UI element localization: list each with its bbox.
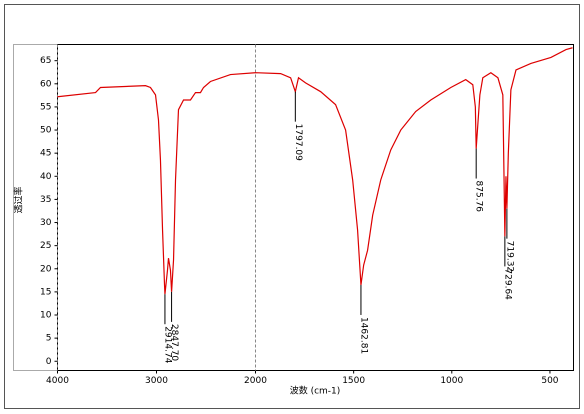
- y-tick-label: 5: [46, 334, 52, 344]
- x-axis-label: 波数 (cm-1): [290, 385, 341, 397]
- y-tick-label: 20: [40, 264, 52, 274]
- y-tick-label: 10: [40, 311, 52, 321]
- y-tick-label: 50: [40, 126, 52, 136]
- peak-label: 729.64: [502, 268, 512, 300]
- x-tick-label: 1500: [342, 376, 365, 386]
- y-tick-label: 15: [40, 287, 51, 297]
- y-tick-label: 25: [40, 241, 51, 251]
- x-tick-label: 1000: [440, 376, 463, 386]
- peak-label: 1797.09: [293, 124, 303, 161]
- outer-frame: [4, 4, 580, 409]
- y-tick-label: 60: [40, 79, 52, 89]
- y-tick-label: 45: [40, 149, 51, 159]
- y-tick-label: 55: [40, 102, 51, 112]
- x-tick-label: 500: [541, 376, 558, 386]
- x-tick-label: 2000: [244, 376, 267, 386]
- y-tick-label: 0: [46, 357, 52, 367]
- y-tick-label: 30: [40, 218, 52, 228]
- x-tick-label: 3000: [145, 376, 168, 386]
- y-tick-label: 35: [40, 195, 51, 205]
- spectrum-line: [57, 47, 573, 295]
- y-tick-label: 40: [40, 172, 52, 182]
- y-axis-label: 透过率: [13, 186, 25, 213]
- peak-label: 719.32: [504, 241, 514, 272]
- peak-label: 2914.74: [162, 326, 172, 363]
- x-tick-label: 4000: [46, 376, 69, 386]
- peak-label: 875.76: [474, 181, 484, 213]
- peak-label: 2847.70: [169, 324, 179, 361]
- peak-label: 1462.81: [358, 317, 368, 354]
- y-tick-label: 65: [40, 56, 51, 66]
